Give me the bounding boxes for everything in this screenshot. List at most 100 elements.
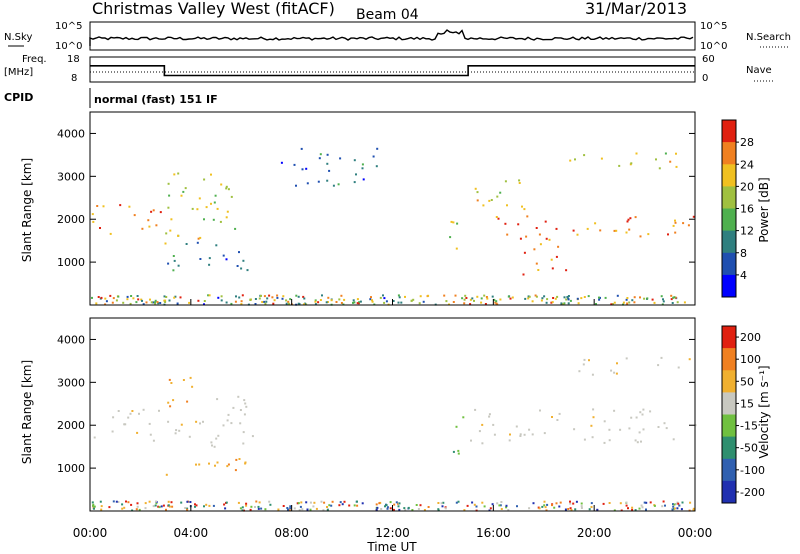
heatmap-cell	[543, 500, 546, 503]
heatmap-cell	[138, 412, 140, 415]
heatmap-cell	[437, 508, 440, 511]
y-tick-label: 2000	[57, 213, 85, 226]
heatmap-cell	[535, 295, 538, 298]
heatmap-cell	[361, 163, 364, 166]
heatmap-cell	[422, 300, 425, 303]
heatmap-cell	[490, 199, 493, 201]
heatmap-cell	[337, 183, 340, 186]
heatmap-cell	[376, 506, 379, 509]
heatmap-cell	[240, 303, 243, 306]
heatmap-cell	[140, 298, 143, 301]
heatmap-cell	[488, 415, 491, 418]
heatmap-cell	[427, 506, 430, 508]
heatmap-cell	[222, 254, 225, 257]
heatmap-cell	[484, 303, 487, 305]
heatmap-cell	[641, 413, 644, 416]
heatmap-cell	[397, 294, 400, 297]
heatmap-cell	[295, 294, 298, 297]
heatmap-cell	[312, 505, 315, 508]
heatmap-cell	[550, 301, 553, 304]
heatmap-cell	[281, 297, 284, 300]
heatmap-cell	[444, 507, 447, 510]
heatmap-cell	[478, 430, 481, 433]
heatmap-cell	[244, 402, 247, 405]
heatmap-cell	[237, 395, 240, 398]
heatmap-cell	[226, 210, 229, 213]
heatmap-cell	[603, 420, 606, 423]
heatmap-cell	[300, 147, 303, 150]
heatmap-cell	[541, 505, 544, 508]
heatmap-cell	[671, 302, 674, 304]
heatmap-cell	[583, 438, 586, 441]
heatmap-cell	[205, 206, 208, 209]
heatmap-cell	[518, 182, 521, 184]
heatmap-cell	[319, 299, 322, 301]
heatmap-cell	[482, 204, 485, 207]
heatmap-cell	[499, 298, 502, 301]
heatmap-cell	[442, 501, 445, 504]
colorbar-swatch	[722, 414, 736, 438]
heatmap-cell	[543, 295, 546, 298]
heatmap-cell	[630, 416, 633, 419]
heatmap-cell	[634, 216, 637, 219]
heatmap-cell	[443, 294, 446, 297]
colorbar-tick-label: 24	[740, 158, 754, 171]
heatmap-cell	[163, 299, 166, 302]
heatmap-cell	[640, 504, 643, 507]
heatmap-cell	[375, 165, 378, 168]
heatmap-cell	[251, 435, 254, 438]
heatmap-cell	[564, 508, 567, 511]
heatmap-cell	[305, 167, 308, 170]
heatmap-cell	[415, 504, 418, 506]
heatmap-cell	[608, 428, 611, 431]
heatmap-cell	[306, 508, 309, 511]
heatmap-cell	[219, 220, 222, 223]
heatmap-cell	[318, 157, 321, 160]
heatmap-cell	[326, 162, 329, 165]
heatmap-cell	[392, 300, 395, 302]
heatmap-cell	[168, 505, 171, 508]
heatmap-cell	[234, 227, 237, 230]
heatmap-cell	[173, 173, 176, 176]
heatmap-cell	[149, 433, 152, 436]
heatmap-cell	[660, 356, 663, 359]
heatmap-cell	[260, 507, 263, 510]
heatmap-cell	[182, 190, 185, 193]
heatmap-cell	[323, 501, 326, 504]
heatmap-cell	[356, 298, 359, 301]
heatmap-cell	[577, 302, 580, 305]
heatmap-cell	[282, 295, 285, 298]
heatmap-cell	[238, 458, 241, 460]
heatmap-cell	[109, 232, 112, 235]
heatmap-cell	[112, 297, 115, 300]
heatmap-cell	[235, 295, 237, 298]
velocity-panel-frame	[89, 317, 696, 512]
heatmap-cell	[225, 187, 228, 190]
heatmap-cell	[647, 233, 650, 236]
colorbar-swatch	[722, 186, 736, 209]
heatmap-cell	[616, 294, 619, 297]
heatmap-cell	[452, 221, 455, 224]
heatmap-cell	[271, 296, 274, 299]
x-axis-ticks: 00:00 04:00 08:00 12:00 16:00 20:00 00:00	[73, 299, 712, 540]
nave-tick-high: 60	[702, 54, 715, 65]
heatmap-cell	[138, 508, 141, 511]
heatmap-cell	[574, 508, 577, 511]
heatmap-cell	[196, 241, 199, 244]
heatmap-cell	[203, 300, 206, 302]
heatmap-cell	[105, 300, 108, 303]
heatmap-cell	[172, 399, 175, 402]
heatmap-cell	[375, 503, 378, 506]
heatmap-cell	[322, 509, 325, 512]
heatmap-cell	[642, 428, 645, 431]
heatmap-cell	[397, 505, 400, 508]
heatmap-cell	[93, 507, 95, 510]
heatmap-cell	[167, 504, 170, 507]
heatmap-cell	[563, 302, 566, 305]
heatmap-cell	[92, 503, 95, 506]
heatmap-cell	[588, 359, 590, 362]
heatmap-cell	[264, 302, 267, 305]
heatmap-cell	[518, 179, 521, 182]
heatmap-cell	[675, 152, 677, 155]
heatmap-cell	[504, 180, 507, 183]
